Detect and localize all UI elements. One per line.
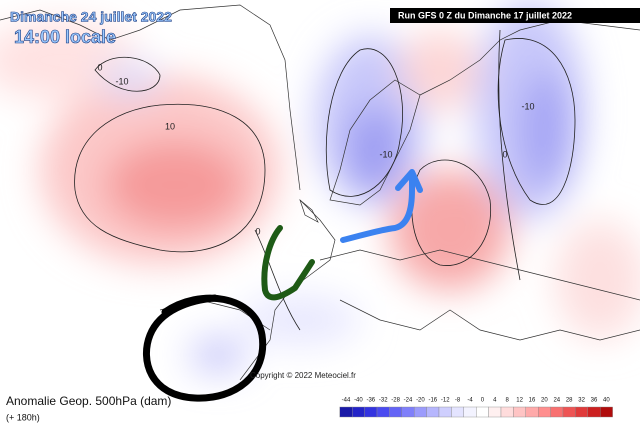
legend-swatch <box>438 406 452 418</box>
contour-label: 0 <box>255 226 260 236</box>
legend-tick-label: 28 <box>566 398 573 404</box>
blue-arrowhead <box>395 169 423 193</box>
run-info: Run GFS 0 Z du Dimanche 17 juillet 2022 <box>398 10 572 20</box>
legend-swatch <box>513 406 527 418</box>
legend-swatch <box>339 406 353 418</box>
copyright: Copyright © 2022 Meteociel.fr <box>250 371 356 380</box>
legend-tick-label: 36 <box>591 398 598 404</box>
legend-swatch <box>401 406 415 418</box>
legend-tick-label: 4 <box>493 398 497 404</box>
legend-tick-label: -16 <box>428 398 437 404</box>
legend-swatch <box>600 406 613 418</box>
lead-time: (+ 180h) <box>6 412 40 422</box>
legend-swatch <box>389 406 402 418</box>
green-annotation <box>261 225 315 301</box>
contour-label: 0 <box>502 149 507 159</box>
legend-swatch <box>500 406 514 418</box>
legend-tick-label: 8 <box>506 398 510 404</box>
legend-tick-label: 16 <box>529 398 536 404</box>
legend-swatch <box>364 406 378 418</box>
legend-tick-label: 20 <box>541 398 548 404</box>
legend-tick-label: -12 <box>441 398 450 404</box>
legend-tick-label: 12 <box>516 398 523 404</box>
black-circle <box>143 294 267 402</box>
contour-label: 10 <box>165 121 175 131</box>
legend-tick-label: 0 <box>481 398 485 404</box>
forecast-date: Dimanche 24 juillet 2022 <box>10 9 172 25</box>
legend-tick-label: 40 <box>603 398 610 404</box>
contour-label: -10 <box>115 76 128 86</box>
legend-tick-label: -32 <box>379 398 388 404</box>
legend-swatch <box>550 406 564 418</box>
blue-arrow <box>340 175 415 243</box>
contour-label: -10 <box>521 101 534 111</box>
legend-swatch <box>451 406 464 418</box>
legend-tick-label: -4 <box>467 398 473 404</box>
legend-swatch <box>352 406 365 418</box>
legend-swatch <box>376 406 390 418</box>
color-legend: -44 -40 -36 -32 -28 -24 -20 -16 -12 -8 -4 0 4 8 12 16 20… <box>339 398 613 418</box>
forecast-time: 14:00 locale <box>14 27 116 47</box>
legend-swatch <box>562 406 576 418</box>
field-name: Anomalie Geop. 500hPa (dam) <box>6 394 171 408</box>
legend-tick-label: 24 <box>553 398 560 404</box>
legend-swatch <box>575 406 589 418</box>
legend-swatch <box>488 406 502 418</box>
legend-tick-label: -8 <box>455 398 461 404</box>
legend-swatch <box>525 406 539 418</box>
legend-swatch <box>538 406 551 418</box>
anomaly-field <box>0 0 640 373</box>
legend-swatch <box>463 406 477 418</box>
legend-tick-label: -20 <box>416 398 425 404</box>
run-banner <box>390 8 640 23</box>
legend-tick-label: -40 <box>354 398 363 404</box>
legend-swatch <box>426 406 440 418</box>
isolines <box>74 29 576 331</box>
legend-swatch <box>476 406 489 418</box>
contour-label: 0 <box>97 62 102 72</box>
legend-swatch <box>414 406 427 418</box>
legend-tick-label: 32 <box>578 398 585 404</box>
legend-tick-label: -28 <box>391 398 400 404</box>
legend-tick-label: -44 <box>342 398 351 404</box>
legend-swatch <box>587 406 601 418</box>
legend-tick-label: -36 <box>366 398 375 404</box>
legend-tick-label: -24 <box>404 398 413 404</box>
contour-label: -10 <box>379 149 392 159</box>
